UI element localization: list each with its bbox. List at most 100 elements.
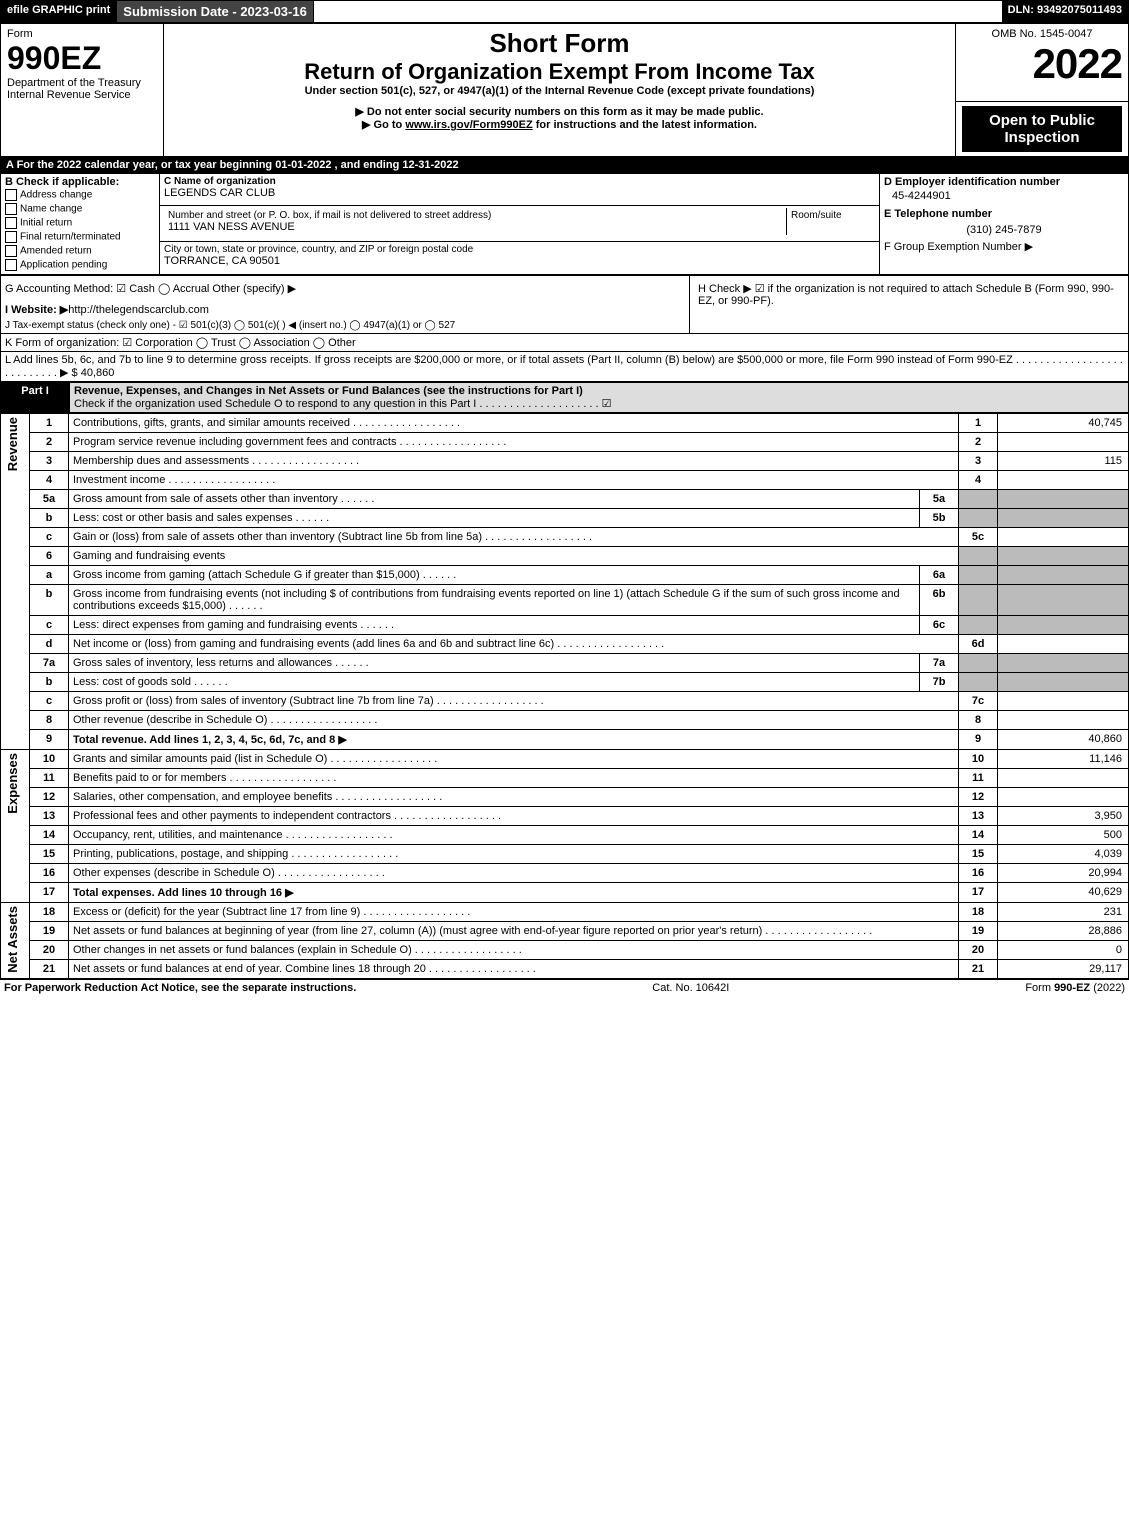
- line-num: b: [30, 584, 69, 615]
- line-box: 2: [959, 432, 998, 451]
- line-row: aGross income from gaming (attach Schedu…: [1, 565, 1129, 584]
- website-link[interactable]: http://thelegendscarclub.com: [68, 304, 209, 316]
- side-label: Revenue: [5, 417, 25, 471]
- c-name-label: C Name of organization: [164, 176, 276, 187]
- sub-box: 6b: [920, 584, 959, 615]
- line-desc: Gain or (loss) from sale of assets other…: [69, 527, 959, 546]
- line-desc: Investment income . . . . . . . . . . . …: [69, 470, 959, 489]
- line-val: [998, 691, 1129, 710]
- line-val: 4,039: [998, 844, 1129, 863]
- line-desc: Membership dues and assessments . . . . …: [69, 451, 959, 470]
- line-row: bGross income from fundraising events (n…: [1, 584, 1129, 615]
- line-desc: Other revenue (describe in Schedule O) .…: [69, 710, 959, 729]
- line-val: 40,629: [998, 882, 1129, 902]
- line-num: 8: [30, 710, 69, 729]
- line-val: [998, 527, 1129, 546]
- line-desc: Less: cost of goods sold . . . . . .: [69, 672, 920, 691]
- line-desc: Gross sales of inventory, less returns a…: [69, 653, 920, 672]
- line-box: [959, 565, 998, 584]
- section-a: A For the 2022 calendar year, or tax yea…: [0, 157, 1129, 173]
- line-row: 12Salaries, other compensation, and empl…: [1, 787, 1129, 806]
- instr-2: ▶ Go to www.irs.gov/Form990EZ for instru…: [170, 118, 949, 131]
- line-val: [998, 508, 1129, 527]
- line-row: cLess: direct expenses from gaming and f…: [1, 615, 1129, 634]
- line-row: 8Other revenue (describe in Schedule O) …: [1, 710, 1129, 729]
- check-item[interactable]: Final return/terminated: [5, 230, 155, 244]
- line-desc: Net assets or fund balances at beginning…: [69, 921, 959, 940]
- part-i-title: Revenue, Expenses, and Changes in Net As…: [74, 385, 583, 397]
- sub-box: 5a: [920, 489, 959, 508]
- check-item[interactable]: Name change: [5, 202, 155, 216]
- line-desc: Grants and similar amounts paid (list in…: [69, 749, 959, 768]
- line-row: 5aGross amount from sale of assets other…: [1, 489, 1129, 508]
- line-num: 9: [30, 729, 69, 749]
- line-desc: Net income or (loss) from gaming and fun…: [69, 634, 959, 653]
- line-box: 21: [959, 959, 998, 978]
- line-box: 7c: [959, 691, 998, 710]
- check-item[interactable]: Amended return: [5, 244, 155, 258]
- dln: DLN: 93492075011493: [1002, 1, 1128, 22]
- line-val: 0: [998, 940, 1129, 959]
- line-row: 19Net assets or fund balances at beginni…: [1, 921, 1129, 940]
- efile-label[interactable]: efile GRAPHIC print: [1, 1, 117, 22]
- line-num: 10: [30, 749, 69, 768]
- footer-right: Form 990-EZ (2022): [1025, 982, 1125, 994]
- line-val: [998, 546, 1129, 565]
- line-box: [959, 584, 998, 615]
- part-i-label: Part I: [1, 382, 70, 412]
- line-num: 17: [30, 882, 69, 902]
- line-row: 13Professional fees and other payments t…: [1, 806, 1129, 825]
- open-to-public: Open to Public Inspection: [962, 106, 1122, 152]
- line-row: Expenses10Grants and similar amounts pai…: [1, 749, 1129, 768]
- line-val: 29,117: [998, 959, 1129, 978]
- line-row: 17Total expenses. Add lines 10 through 1…: [1, 882, 1129, 902]
- org-name: LEGENDS CAR CLUB: [164, 187, 875, 199]
- sub-box: 7b: [920, 672, 959, 691]
- under-section: Under section 501(c), 527, or 4947(a)(1)…: [170, 85, 949, 97]
- line-desc: Gross income from gaming (attach Schedul…: [69, 565, 920, 584]
- check-item[interactable]: Application pending: [5, 258, 155, 272]
- line-box: 17: [959, 882, 998, 902]
- line-row: cGross profit or (loss) from sales of in…: [1, 691, 1129, 710]
- part-i-header: Part I Revenue, Expenses, and Changes in…: [0, 382, 1129, 413]
- line-row: 15Printing, publications, postage, and s…: [1, 844, 1129, 863]
- line-desc: Gross profit or (loss) from sales of inv…: [69, 691, 959, 710]
- line-row: 9Total revenue. Add lines 1, 2, 3, 4, 5c…: [1, 729, 1129, 749]
- line-num: c: [30, 615, 69, 634]
- check-item[interactable]: Address change: [5, 188, 155, 202]
- line-desc: Salaries, other compensation, and employ…: [69, 787, 959, 806]
- room-label: Room/suite: [787, 208, 876, 235]
- d-label: D Employer identification number: [884, 176, 1060, 188]
- return-title: Return of Organization Exempt From Incom…: [170, 59, 949, 85]
- street: 1111 VAN NESS AVENUE: [168, 221, 782, 233]
- line-val: 40,745: [998, 413, 1129, 432]
- check-item[interactable]: Initial return: [5, 216, 155, 230]
- line-num: 19: [30, 921, 69, 940]
- form-name: 990EZ: [7, 40, 157, 77]
- irs-link[interactable]: www.irs.gov/Form990EZ: [405, 119, 532, 131]
- line-row: 20Other changes in net assets or fund ba…: [1, 940, 1129, 959]
- sub-box: 6a: [920, 565, 959, 584]
- line-desc: Total expenses. Add lines 10 through 16 …: [69, 882, 959, 902]
- line-desc: Contributions, gifts, grants, and simila…: [69, 413, 959, 432]
- line-val: [998, 489, 1129, 508]
- top-bar: efile GRAPHIC print Submission Date - 20…: [0, 0, 1129, 23]
- line-num: 16: [30, 863, 69, 882]
- line-num: 18: [30, 902, 69, 921]
- line-desc: Gross income from fundraising events (no…: [69, 584, 920, 615]
- ein: 45-4244901: [884, 188, 1124, 208]
- line-num: 1: [30, 413, 69, 432]
- line-desc: Total revenue. Add lines 1, 2, 3, 4, 5c,…: [69, 729, 959, 749]
- line-box: [959, 653, 998, 672]
- sub-box: 7a: [920, 653, 959, 672]
- sub-box: 5b: [920, 508, 959, 527]
- tax-year: 2022: [962, 40, 1122, 88]
- org-info-block: B Check if applicable: Address changeNam…: [0, 173, 1129, 275]
- line-row: 14Occupancy, rent, utilities, and mainte…: [1, 825, 1129, 844]
- l-value: 40,860: [81, 367, 115, 379]
- instr-1: ▶ Do not enter social security numbers o…: [170, 105, 949, 118]
- i-label: I Website: ▶: [5, 304, 68, 316]
- line-desc: Professional fees and other payments to …: [69, 806, 959, 825]
- addr-label: Number and street (or P. O. box, if mail…: [168, 210, 782, 221]
- line-num: c: [30, 691, 69, 710]
